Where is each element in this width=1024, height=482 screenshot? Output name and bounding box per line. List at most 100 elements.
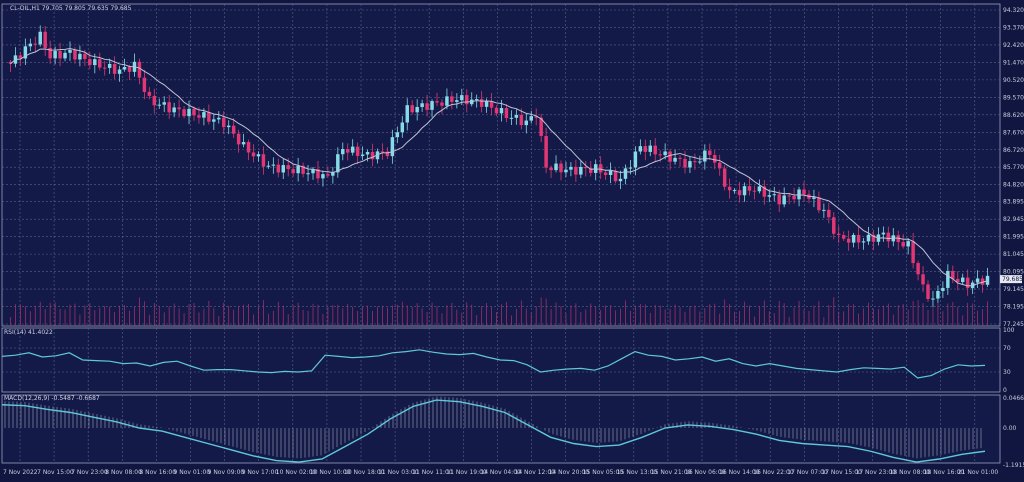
candle-bearish xyxy=(465,95,469,105)
candle-bullish xyxy=(688,161,692,168)
candle-bearish xyxy=(251,152,256,157)
candle-bearish xyxy=(112,63,117,74)
candle-bearish xyxy=(727,186,732,191)
time-axis-label: 7 Nov 15:00 xyxy=(37,469,74,476)
time-axis-label: 11 Nov 11:00 xyxy=(412,469,453,476)
macd-signal-line xyxy=(1,399,986,463)
price-axis-label: 78.195 xyxy=(1003,304,1024,311)
candle-bearish xyxy=(787,195,791,197)
candle-bullish xyxy=(226,125,231,128)
candle-bearish xyxy=(167,102,171,113)
candle-bullish xyxy=(217,117,221,120)
candle-bullish xyxy=(861,241,866,243)
candle-bullish xyxy=(648,145,653,152)
macd-axis-label: -1.1915 xyxy=(1003,462,1024,469)
candle-bearish xyxy=(519,114,524,126)
candle-bearish xyxy=(911,241,915,264)
candle-bullish xyxy=(579,167,583,175)
candle-bearish xyxy=(207,112,211,122)
candle-bearish xyxy=(489,101,494,108)
time-axis-label: 11 Nov 03:00 xyxy=(378,469,419,476)
candle-bullish xyxy=(529,116,533,121)
candle-bullish xyxy=(256,154,261,157)
candle-bullish xyxy=(395,132,400,138)
candle-bearish xyxy=(956,278,960,283)
candle-bearish xyxy=(276,164,281,173)
candle-bearish xyxy=(152,95,157,106)
candle-bearish xyxy=(841,235,846,239)
candle-bearish xyxy=(584,167,588,169)
price-axis-label: 91.470 xyxy=(1003,59,1024,66)
time-axis-label: 18 Nov 16:00 xyxy=(924,469,965,476)
candle-bearish xyxy=(83,53,87,60)
candle-bullish xyxy=(633,151,638,168)
price-axis-label: 82.945 xyxy=(1003,216,1024,223)
candle-bullish xyxy=(564,169,568,173)
candle-bullish xyxy=(460,95,464,101)
time-axis-label: 17 Nov 07:00 xyxy=(787,469,828,476)
time-axis-label: 16 Nov 06:00 xyxy=(685,469,726,476)
candle-bearish xyxy=(380,151,385,153)
candle-bearish xyxy=(713,154,717,163)
candle-bullish xyxy=(350,146,355,153)
candle-bearish xyxy=(8,61,13,64)
price-axis-label: 77.245 xyxy=(1003,321,1024,328)
candle-bullish xyxy=(212,119,216,122)
candle-bearish xyxy=(137,61,142,78)
candle-bearish xyxy=(534,116,538,118)
candle-bullish xyxy=(673,157,677,162)
candle-bullish xyxy=(698,161,702,163)
candle-bullish xyxy=(321,174,325,179)
candle-bearish xyxy=(98,59,102,68)
candle-bullish xyxy=(623,168,628,179)
price-axis-label: 88.620 xyxy=(1003,112,1024,119)
time-axis-label: 14 Nov 04:00 xyxy=(480,469,521,476)
candle-bullish xyxy=(341,149,345,155)
candle-bullish xyxy=(946,270,950,288)
candle-bullish xyxy=(618,178,623,182)
time-axis-label: 16 Nov 14:00 xyxy=(719,469,760,476)
candle-bullish xyxy=(474,99,479,101)
candle-bullish xyxy=(241,142,246,145)
candle-bearish xyxy=(192,108,196,116)
candle-bullish xyxy=(93,59,97,66)
price-axis-label: 86.720 xyxy=(1003,147,1024,154)
candle-bullish xyxy=(554,163,558,171)
time-axis-label: 9 Nov 01:00 xyxy=(174,469,211,476)
time-axis-label: 11 Nov 19:00 xyxy=(446,469,487,476)
price-axis-label: 84.820 xyxy=(1003,182,1024,189)
candle-bullish xyxy=(117,69,122,74)
candle-bullish xyxy=(757,186,762,192)
candle-bearish xyxy=(886,232,891,242)
candle-bullish xyxy=(881,232,886,235)
candle-bearish xyxy=(717,162,722,169)
candle-bearish xyxy=(410,105,414,113)
candle-bullish xyxy=(296,165,300,174)
candle-bullish xyxy=(638,146,643,152)
candle-bullish xyxy=(266,165,271,167)
candle-bullish xyxy=(514,114,519,118)
current-price-label: 79.685 xyxy=(1002,276,1023,283)
candle-bearish xyxy=(668,151,672,162)
candle-bullish xyxy=(23,46,28,59)
candle-bullish xyxy=(311,169,315,174)
candle-bearish xyxy=(326,174,330,176)
time-axis-label: 10 Nov 18:00 xyxy=(344,469,385,476)
candle-bullish xyxy=(390,137,395,157)
candle-bearish xyxy=(980,278,985,285)
candle-bearish xyxy=(286,165,290,170)
price-axis-label: 93.370 xyxy=(1003,24,1024,31)
candle-bearish xyxy=(762,186,767,197)
candle-bearish xyxy=(440,102,444,106)
price-axis-label: 81.995 xyxy=(1003,234,1024,241)
candle-bearish xyxy=(261,154,266,167)
candle-bullish xyxy=(405,105,409,123)
candle-bearish xyxy=(926,284,930,300)
candle-bearish xyxy=(589,168,593,173)
candle-bearish xyxy=(574,166,578,175)
candle-bearish xyxy=(549,167,553,171)
candle-bullish xyxy=(628,167,633,169)
candle-bullish xyxy=(430,101,434,110)
candle-bearish xyxy=(370,152,375,160)
